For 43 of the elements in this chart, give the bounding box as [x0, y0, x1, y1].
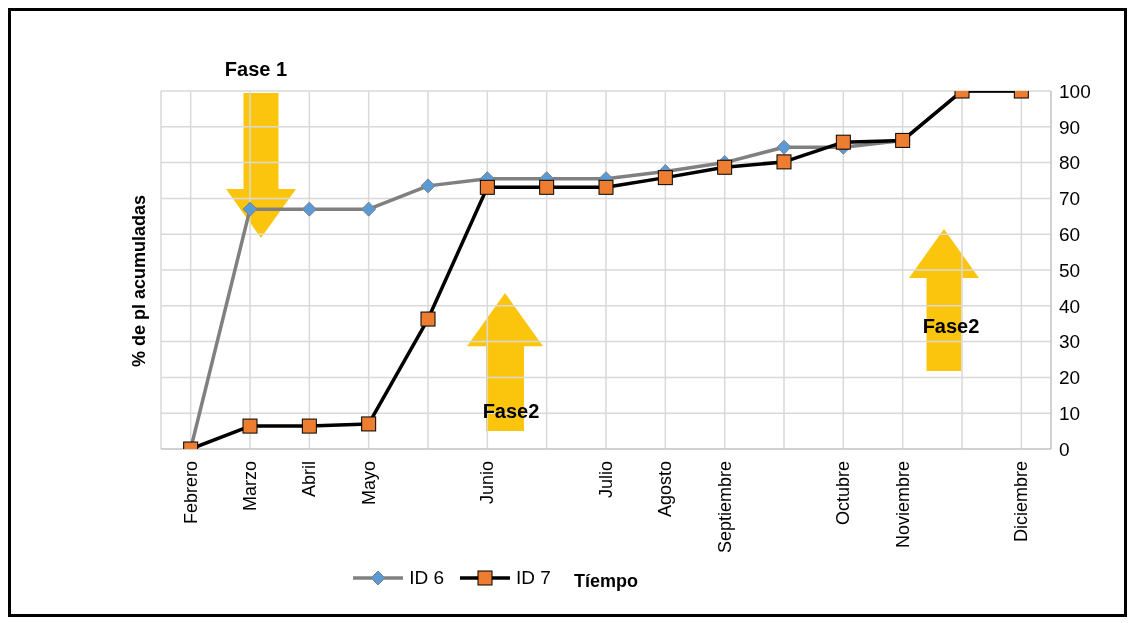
x-tick-label: Octubre [833, 461, 854, 526]
x-tick-label: Junio [477, 461, 498, 505]
point [361, 416, 377, 432]
y-tick-label: 100 [1059, 80, 1091, 102]
point [479, 179, 495, 195]
point [598, 179, 614, 195]
x-tick-label: Marzo [240, 461, 260, 512]
y-axis-title: % de pl acumuladas [128, 194, 150, 368]
point [657, 170, 673, 186]
point [420, 178, 436, 194]
x-tick-label: Diciembre [1011, 461, 1032, 543]
y-tick-label: 70 [1059, 188, 1081, 210]
y-tick-label: 40 [1059, 295, 1081, 317]
y-tick-label: 50 [1059, 259, 1081, 281]
point [242, 201, 258, 217]
legend-label: ID 7 [516, 567, 551, 589]
point [717, 159, 733, 175]
point [301, 201, 317, 217]
point [301, 418, 317, 434]
y-tick-label: 10 [1059, 402, 1081, 424]
point [835, 134, 851, 150]
y-tick-label: 80 [1059, 152, 1081, 174]
point [420, 311, 436, 327]
x-tick-label: Febrero [180, 461, 201, 525]
point [361, 201, 377, 217]
x-tick-label: Julio [596, 461, 616, 499]
x-tick-label: Noviembre [892, 461, 913, 549]
point [242, 418, 258, 434]
x-tick-label: Mayo [358, 461, 379, 506]
y-tick-label: 90 [1059, 116, 1081, 138]
y-tick-label: 60 [1059, 223, 1081, 245]
x-tick-label: Septiembre [714, 461, 735, 554]
x-tick-label: Agosto [655, 461, 676, 518]
legend-label: ID 6 [409, 567, 444, 589]
y-tick-label: 30 [1059, 331, 1081, 353]
point [776, 154, 792, 170]
x-tick-label: Abril [299, 461, 320, 498]
x-axis-title: Tíempo [573, 571, 639, 591]
point [539, 179, 555, 195]
y-tick-label: 0 [1059, 438, 1070, 460]
text: Fase 1 [224, 57, 288, 81]
y-tick-label: 20 [1059, 367, 1081, 389]
point [776, 139, 792, 155]
